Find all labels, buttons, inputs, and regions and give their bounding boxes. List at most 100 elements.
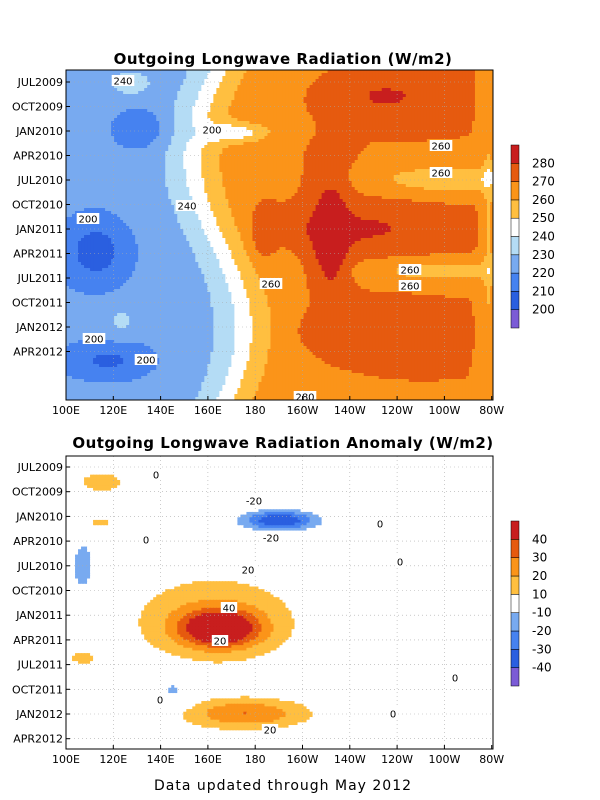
heatmap-cell (117, 103, 121, 107)
heatmap-cell (354, 82, 359, 86)
heatmap-cell (81, 97, 85, 101)
heatmap-cell (144, 88, 148, 92)
heatmap-cell (219, 70, 223, 74)
heatmap-cell (234, 97, 238, 101)
heatmap-cell (237, 70, 242, 74)
heatmap-cell (219, 76, 223, 80)
heatmap-cell (165, 88, 169, 92)
heatmap-cell (135, 70, 139, 74)
heatmap-cell (78, 91, 82, 95)
heatmap-cell (111, 85, 115, 89)
heatmap-cell (204, 85, 208, 89)
heatmap-cell (468, 85, 473, 89)
heatmap-cell (459, 97, 464, 101)
heatmap-cell (420, 109, 425, 113)
heatmap-cell (417, 109, 422, 113)
heatmap-cell (135, 79, 139, 83)
heatmap-cell (114, 112, 118, 116)
heatmap-cell (417, 112, 422, 116)
heatmap-cell (402, 100, 407, 104)
heatmap-cell (258, 88, 263, 92)
heatmap-cell (120, 85, 124, 89)
heatmap-cell (426, 106, 431, 110)
heatmap-cell (378, 91, 383, 95)
heatmap-cell (198, 103, 202, 107)
heatmap-cell (84, 103, 88, 107)
heatmap-cell (345, 85, 350, 89)
heatmap-cell (318, 106, 323, 110)
heatmap-cell (321, 100, 326, 104)
heatmap-cell (369, 82, 374, 86)
heatmap-cell (351, 73, 356, 77)
heatmap-cell (132, 109, 136, 113)
heatmap-cell (228, 97, 232, 101)
heatmap-cell (468, 103, 473, 107)
heatmap-cell (108, 76, 112, 80)
heatmap-cell (312, 88, 317, 92)
heatmap-cell (153, 70, 157, 74)
heatmap-cell (324, 73, 329, 77)
heatmap-cell (345, 88, 350, 92)
heatmap-cell (360, 106, 365, 110)
heatmap-cell (417, 97, 422, 101)
heatmap-cell (324, 76, 329, 80)
heatmap-cell (111, 97, 115, 101)
heatmap-cell (216, 112, 220, 116)
heatmap-cell (162, 88, 166, 92)
heatmap-cell (150, 79, 154, 83)
heatmap-cell (372, 97, 377, 101)
heatmap-cell (192, 70, 196, 74)
heatmap-cell (402, 97, 407, 101)
heatmap-cell (420, 91, 425, 95)
heatmap-cell (192, 73, 196, 77)
heatmap-cell (453, 109, 458, 113)
heatmap-cell (141, 73, 145, 77)
heatmap-cell (378, 76, 383, 80)
heatmap-cell (348, 76, 353, 80)
heatmap-cell (324, 82, 329, 86)
heatmap-cell (459, 82, 464, 86)
heatmap-cell (402, 109, 407, 113)
heatmap-cell (294, 79, 299, 83)
heatmap-cell (465, 112, 470, 116)
heatmap-cell (324, 91, 329, 95)
heatmap-cell (102, 94, 106, 98)
heatmap-cell (72, 88, 76, 92)
heatmap-cell (168, 79, 172, 83)
heatmap-cell (147, 76, 151, 80)
heatmap-cell (219, 79, 223, 83)
heatmap-cell (297, 112, 302, 116)
heatmap-cell (78, 109, 82, 113)
heatmap-cell (207, 73, 211, 77)
heatmap-cell (168, 82, 172, 86)
heatmap-cell (132, 88, 136, 92)
heatmap-cell (405, 85, 410, 89)
heatmap-cell (288, 88, 293, 92)
heatmap-cell (381, 91, 386, 95)
heatmap-cell (375, 85, 380, 89)
heatmap-cell (381, 76, 386, 80)
heatmap-cell (417, 106, 422, 110)
heatmap-cell (375, 94, 380, 98)
heatmap-cell (117, 73, 121, 77)
heatmap-cell (450, 70, 455, 74)
heatmap-cell (384, 76, 389, 80)
heatmap-cell (471, 82, 476, 86)
heatmap-cell (132, 97, 136, 101)
heatmap-cell (306, 79, 311, 83)
heatmap-cell (363, 82, 368, 86)
heatmap-cell (135, 109, 139, 113)
heatmap-cell (84, 115, 88, 119)
heatmap-cell (69, 100, 73, 104)
heatmap-cell (174, 112, 178, 116)
heatmap-cell (195, 112, 199, 116)
heatmap-cell (105, 97, 109, 101)
heatmap-cell (249, 100, 254, 104)
heatmap-cell (474, 97, 479, 101)
heatmap-cell (375, 112, 380, 116)
heatmap-cell (189, 88, 193, 92)
heatmap-cell (336, 73, 341, 77)
heatmap-cell (345, 100, 350, 104)
heatmap-cell (159, 106, 163, 110)
heatmap-cell (207, 88, 211, 92)
